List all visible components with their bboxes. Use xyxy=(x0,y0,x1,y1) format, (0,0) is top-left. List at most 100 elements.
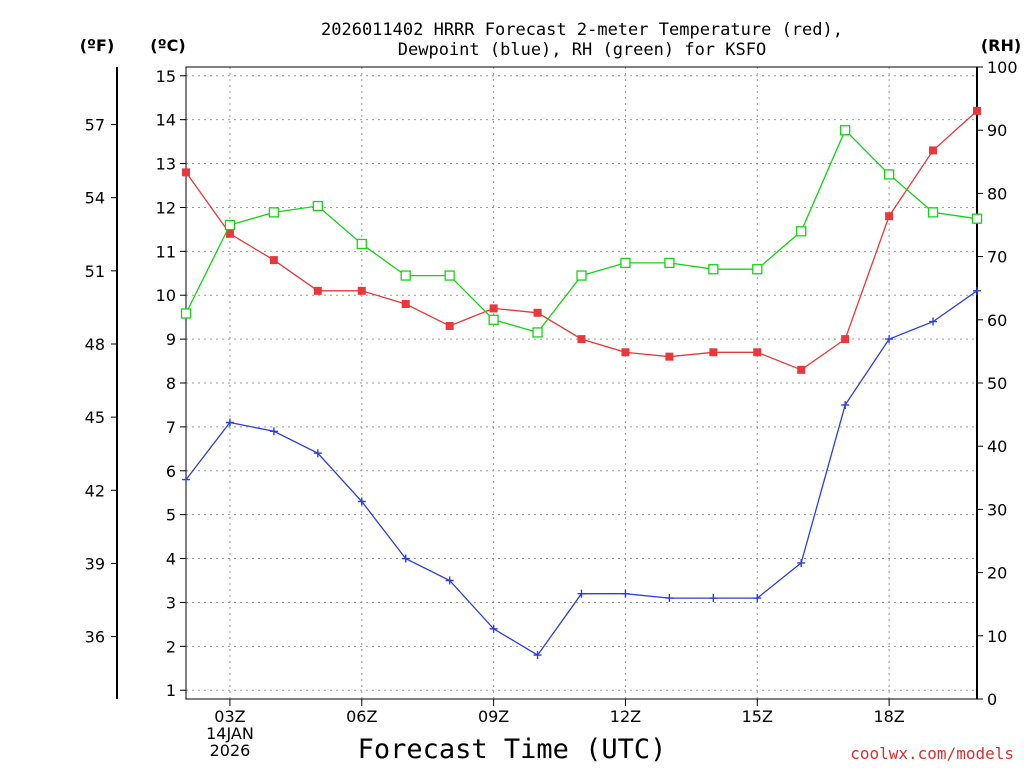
temperature-point-3 xyxy=(225,229,234,238)
rh-point-5 xyxy=(312,200,323,212)
celsius-tick-label-12: 12 xyxy=(156,198,176,217)
dewpoint-point-13 xyxy=(665,594,674,603)
rh-unit-label: (RH) xyxy=(981,36,1021,55)
x-tick-label-3-line-2: 14JAN xyxy=(206,724,254,743)
dewpoint-point-7 xyxy=(401,554,410,563)
dewpoint-point-20 xyxy=(973,286,981,295)
celsius-tick-label-6: 6 xyxy=(166,462,176,481)
rh-point-14 xyxy=(708,264,719,275)
temperature-point-7 xyxy=(401,300,410,308)
rh-point-13 xyxy=(664,257,675,269)
temperature-point-19 xyxy=(929,146,938,155)
dewpoint-point-15 xyxy=(753,594,762,603)
dewpoint-point-17 xyxy=(841,400,850,409)
fahrenheit-tick-label-39: 39 xyxy=(85,554,105,573)
dewpoint-point-2 xyxy=(182,475,190,484)
dewpoint-point-10 xyxy=(533,651,542,660)
chart-title-line-2: Dewpoint (blue), RH (green) for KSFO xyxy=(398,40,766,60)
temperature-point-10 xyxy=(533,308,542,317)
dewpoint-point-9 xyxy=(489,624,498,633)
temperature-point-18 xyxy=(885,212,894,221)
rh-point-10 xyxy=(532,327,543,338)
x-tick-label-15: 15Z xyxy=(742,707,773,726)
celsius-unit-label: (ºC) xyxy=(150,36,185,55)
temperature-point-14 xyxy=(709,348,718,357)
celsius-tick-label-5: 5 xyxy=(166,506,176,525)
rh-tick-label-30: 30 xyxy=(987,500,1007,519)
temperature-point-12 xyxy=(621,348,630,357)
rh-point-3 xyxy=(224,219,236,231)
fahrenheit-tick-label-51: 51 xyxy=(85,262,105,281)
rh-tick-label-20: 20 xyxy=(987,564,1007,583)
grid xyxy=(186,67,977,699)
rh-point-18 xyxy=(883,169,895,180)
celsius-tick-label-4: 4 xyxy=(166,550,176,569)
x-tick-label-6: 06Z xyxy=(346,707,377,726)
watermark: coolwx.com/models xyxy=(850,744,1014,763)
temperature-point-5 xyxy=(313,286,322,295)
rh-point-9 xyxy=(488,314,499,325)
rh-point-11 xyxy=(576,270,587,281)
chart-title-line-1: 2026011402 HRRR Forecast 2-meter Tempera… xyxy=(321,20,843,40)
axes xyxy=(111,66,983,706)
rh-tick-label-10: 10 xyxy=(987,627,1007,646)
rh-tick-label-90: 90 xyxy=(987,121,1007,140)
dewpoint-point-5 xyxy=(313,449,322,458)
rh-point-20 xyxy=(971,213,983,224)
x-axis-label: Forecast Time (UTC) xyxy=(358,734,667,765)
dewpoint-point-8 xyxy=(445,576,454,585)
rh-tick-label-40: 40 xyxy=(987,437,1007,456)
temperature-point-2 xyxy=(182,168,190,177)
fahrenheit-unit-label: (ºF) xyxy=(80,36,115,55)
rh-tick-label-50: 50 xyxy=(987,374,1007,393)
rh-point-6 xyxy=(356,238,367,250)
rh-tick-label-0: 0 xyxy=(987,690,997,709)
temperature-point-6 xyxy=(357,286,366,295)
dewpoint-point-12 xyxy=(621,589,630,598)
dewpoint-point-19 xyxy=(929,317,938,326)
temperature-line xyxy=(185,110,978,371)
temperature-point-17 xyxy=(841,335,850,344)
fahrenheit-tick-label-36: 36 xyxy=(85,628,105,647)
rh-tick-label-60: 60 xyxy=(987,311,1007,330)
temperature-point-15 xyxy=(753,348,762,357)
rh-tick-label-80: 80 xyxy=(987,184,1007,203)
fahrenheit-tick-label-48: 48 xyxy=(85,335,105,354)
rh-point-2 xyxy=(180,308,192,319)
temperature-point-8 xyxy=(445,321,454,330)
celsius-tick-label-1: 1 xyxy=(166,681,176,700)
celsius-tick-label-14: 14 xyxy=(156,111,176,130)
x-tick-label-3-line-3: 2026 xyxy=(210,741,251,760)
x-tick-label-18: 18Z xyxy=(873,707,904,726)
dewpoint-point-3 xyxy=(225,418,234,427)
dewpoint-point-18 xyxy=(885,335,894,344)
series xyxy=(180,106,983,660)
temperature-point-9 xyxy=(489,304,498,313)
dewpoint-line xyxy=(185,290,978,656)
fahrenheit-tick-label-54: 54 xyxy=(85,189,105,208)
celsius-tick-label-11: 11 xyxy=(156,242,176,261)
x-tick-label-9: 09Z xyxy=(478,707,509,726)
rh-point-16 xyxy=(796,226,807,237)
celsius-tick-label-8: 8 xyxy=(166,374,176,393)
celsius-tick-label-2: 2 xyxy=(166,637,176,656)
dewpoint-point-4 xyxy=(269,427,278,436)
dewpoint-point-11 xyxy=(577,589,586,598)
temperature-point-4 xyxy=(269,256,278,265)
temperature-point-20 xyxy=(973,106,981,115)
temperature-point-16 xyxy=(797,365,806,374)
fahrenheit-tick-label-42: 42 xyxy=(85,481,105,500)
temperature-point-13 xyxy=(665,352,674,361)
rh-point-4 xyxy=(268,207,280,218)
rh-tick-label-70: 70 xyxy=(987,248,1007,267)
celsius-tick-label-7: 7 xyxy=(166,418,176,437)
x-tick-label-12: 12Z xyxy=(610,707,641,726)
rh-point-15 xyxy=(752,264,763,275)
celsius-tick-label-9: 9 xyxy=(166,330,176,349)
fahrenheit-tick-label-45: 45 xyxy=(85,408,105,427)
x-tick-label-3: 03Z xyxy=(214,707,245,726)
rh-point-7 xyxy=(400,270,411,281)
fahrenheit-tick-label-57: 57 xyxy=(85,116,105,135)
tick-labels: 1234567891011121314153639424548515457010… xyxy=(85,58,1018,760)
